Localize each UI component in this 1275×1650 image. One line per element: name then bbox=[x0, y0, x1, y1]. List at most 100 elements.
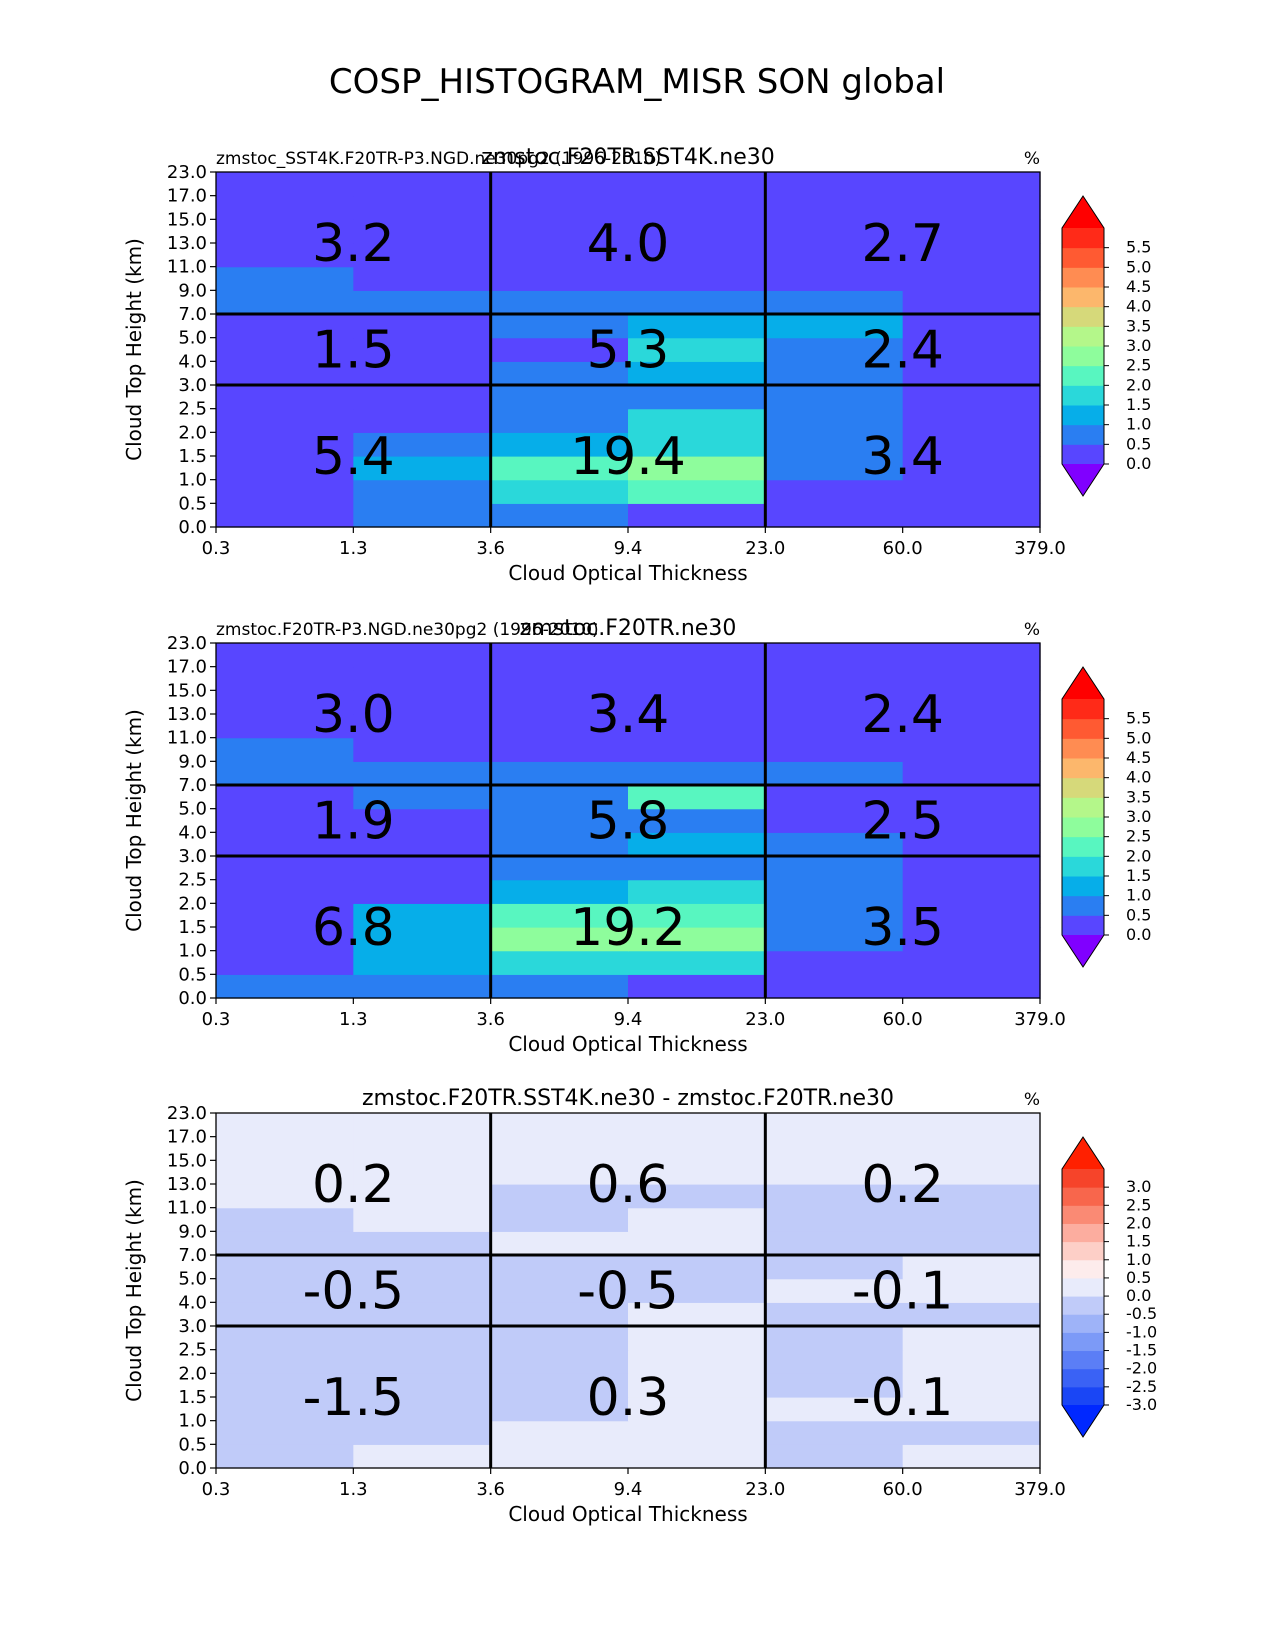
y-tick-label: 23.0 bbox=[167, 1103, 207, 1124]
heatmap-cell bbox=[353, 1420, 492, 1445]
heatmap-cell bbox=[490, 950, 629, 975]
heatmap-cell bbox=[353, 690, 492, 715]
heatmap-cell bbox=[490, 1349, 629, 1374]
cell-total-label: 2.7 bbox=[861, 214, 944, 274]
heatmap-cell bbox=[628, 361, 766, 386]
heatmap-cell bbox=[216, 666, 354, 691]
heatmap-cell bbox=[216, 927, 354, 952]
cell-total-label: 3.5 bbox=[861, 898, 944, 958]
colorbar-tick-label: 1.0 bbox=[1126, 415, 1151, 434]
colorbar-segment bbox=[1062, 738, 1104, 759]
heatmap-cell bbox=[216, 1207, 354, 1232]
heatmap-cell bbox=[490, 266, 629, 291]
heatmap-cell bbox=[765, 1444, 904, 1469]
colorbar-segment bbox=[1062, 1350, 1104, 1370]
heatmap-cell bbox=[902, 337, 1041, 362]
x-axis-label: Cloud Optical Thickness bbox=[508, 1032, 747, 1056]
heatmap-cell bbox=[765, 832, 904, 857]
heatmap-cell bbox=[765, 1278, 904, 1303]
heatmap-cell bbox=[765, 172, 904, 197]
heatmap-cell bbox=[902, 856, 1041, 881]
heatmap-cell bbox=[765, 479, 904, 504]
heatmap-cell bbox=[765, 1326, 904, 1351]
heatmap-cell bbox=[765, 879, 904, 904]
y-tick-label: 2.5 bbox=[178, 399, 207, 420]
heatmap-cell bbox=[902, 503, 1041, 528]
heatmap-cell bbox=[353, 903, 492, 928]
colorbar-tick-label: 0.5 bbox=[1126, 434, 1151, 453]
heatmap-cell bbox=[765, 714, 904, 739]
heatmap-cell bbox=[902, 219, 1041, 244]
heatmap-cell bbox=[902, 1349, 1041, 1374]
colorbar-segment bbox=[1062, 1277, 1104, 1297]
heatmap-cell bbox=[628, 1397, 766, 1422]
heatmap-cell bbox=[490, 219, 629, 244]
heatmap-cell bbox=[902, 385, 1041, 410]
heatmap-cell bbox=[628, 832, 766, 857]
y-tick-label: 5.0 bbox=[178, 1269, 207, 1290]
heatmap-cell bbox=[490, 1136, 629, 1161]
colorbar-segment bbox=[1062, 797, 1104, 818]
y-tick-label: 0.0 bbox=[178, 1458, 207, 1479]
panels: 5.4 19.4 3.4 1.5 5.3 2.4 3.2 4.0 2.7 0.3 1.3 3.6 9.4… bbox=[122, 145, 1157, 1526]
heatmap-cell bbox=[216, 408, 354, 433]
colorbar-segment bbox=[1062, 405, 1104, 426]
heatmap-cell bbox=[628, 927, 766, 952]
x-tick-label: 1.3 bbox=[339, 538, 368, 559]
colorbar: 0.00.51.01.52.02.53.03.54.04.55.05.5 bbox=[1061, 666, 1151, 968]
heatmap-cell bbox=[765, 314, 904, 339]
heatmap-cell bbox=[490, 1255, 629, 1280]
y-tick-label: 15.0 bbox=[167, 680, 207, 701]
colorbar-segment bbox=[1062, 718, 1104, 739]
heatmap-cell bbox=[902, 1373, 1041, 1398]
heatmap-cell bbox=[765, 1420, 904, 1445]
heatmap-cell bbox=[902, 785, 1041, 810]
cell-total-label: 3.2 bbox=[312, 214, 395, 274]
x-tick-label: 379.0 bbox=[1014, 538, 1066, 559]
heatmap-cell bbox=[765, 361, 904, 386]
colorbar-tick-label: 2.0 bbox=[1126, 846, 1151, 865]
heatmap-cell bbox=[216, 808, 354, 833]
heatmap-cell bbox=[353, 456, 492, 481]
heatmap-cell bbox=[216, 643, 354, 668]
y-tick-label: 11.0 bbox=[167, 257, 207, 278]
colorbar-tick-label: 5.5 bbox=[1126, 709, 1151, 728]
colorbar-tick-label: 4.5 bbox=[1126, 748, 1151, 767]
x-tick-label: 60.0 bbox=[883, 1479, 923, 1500]
x-tick-label: 1.3 bbox=[339, 1479, 368, 1500]
colorbar-tick-label: 3.0 bbox=[1126, 336, 1151, 355]
heatmap-cell bbox=[628, 690, 766, 715]
x-tick-label: 23.0 bbox=[745, 1479, 785, 1500]
y-tick-label: 9.0 bbox=[178, 280, 207, 301]
heatmap-cell bbox=[902, 903, 1041, 928]
heatmap-cell bbox=[902, 832, 1041, 857]
y-tick-label: 23.0 bbox=[167, 162, 207, 183]
heatmap-cell bbox=[628, 1113, 766, 1138]
heatmap-cell bbox=[902, 1302, 1041, 1327]
figure-title: COSP_HISTOGRAM_MISR SON global bbox=[329, 62, 945, 102]
heatmap-cell bbox=[765, 1207, 904, 1232]
colorbar-segment bbox=[1062, 895, 1104, 916]
heatmap-cell bbox=[628, 290, 766, 315]
heatmap-cell bbox=[902, 737, 1041, 762]
heatmap-cell bbox=[765, 503, 904, 528]
heatmap-cell bbox=[902, 1397, 1041, 1422]
cell-total-label: -0.1 bbox=[852, 1262, 953, 1322]
heatmap-cell bbox=[902, 1420, 1041, 1445]
heatmap-cell bbox=[216, 1397, 354, 1422]
heatmap-cell bbox=[628, 195, 766, 220]
colorbar-tick-label: -2.0 bbox=[1126, 1359, 1157, 1378]
heatmap-cell bbox=[353, 1349, 492, 1374]
heatmap-cell bbox=[628, 408, 766, 433]
colorbar-segment bbox=[1062, 326, 1104, 347]
colorbar-tick-label: 2.5 bbox=[1126, 356, 1151, 375]
heatmap-cell bbox=[353, 1444, 492, 1469]
heatmap-cell bbox=[902, 195, 1041, 220]
heatmap-cell bbox=[216, 456, 354, 481]
heatmap-cell bbox=[902, 1207, 1041, 1232]
heatmap-cell bbox=[628, 903, 766, 928]
y-tick-label: 2.0 bbox=[178, 893, 207, 914]
colorbar-tick-label: 4.0 bbox=[1126, 768, 1151, 787]
heatmap-cell bbox=[216, 950, 354, 975]
